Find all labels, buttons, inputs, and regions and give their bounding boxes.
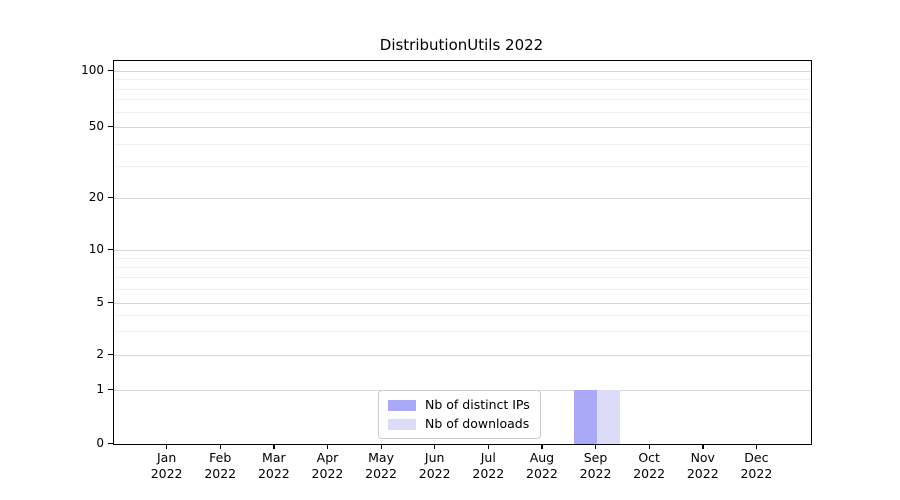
bar-sep-2022-downloads — [596, 390, 620, 444]
gridline-y-4 — [114, 315, 811, 317]
legend-label: Nb of downloads — [425, 416, 530, 431]
y-tick-label-10: 10 — [88, 242, 104, 256]
x-tick-mark-apr — [326, 444, 329, 449]
gridline-y-10 — [114, 249, 811, 251]
y-tick-mark-10 — [108, 249, 113, 251]
gridline-y-80 — [114, 88, 811, 90]
x-tick-label-jan: Jan 2022 — [150, 450, 183, 481]
gridline-y-100 — [114, 70, 811, 72]
gridline-y-8 — [114, 266, 811, 268]
gridline-y-9 — [114, 257, 811, 259]
x-tick-mark-aug — [541, 444, 543, 449]
x-tick-mark-nov — [702, 444, 704, 449]
legend-swatch-icon — [388, 399, 416, 411]
gridline-y-6 — [114, 288, 811, 290]
y-tick-label-0: 0 — [96, 436, 104, 450]
x-tick-mark-sep — [595, 444, 597, 449]
gridline-y-30 — [114, 166, 811, 168]
y-tick-mark-100 — [108, 70, 113, 72]
x-tick-label-apr: Apr 2022 — [311, 450, 344, 481]
legend-row-downloads: Nb of downloads — [388, 417, 530, 431]
gridline-y-5 — [114, 302, 811, 304]
y-tick-label-20: 20 — [88, 190, 104, 204]
gridline-y-90 — [114, 79, 811, 80]
gridline-y-50 — [114, 126, 811, 128]
x-tick-label-jul: Jul 2022 — [472, 450, 505, 481]
legend-swatch-icon — [388, 418, 416, 430]
gridline-y-70 — [114, 99, 811, 101]
bar-sep-2022-distinct-ips — [573, 390, 597, 444]
x-tick-mark-jul — [487, 444, 490, 449]
x-tick-label-oct: Oct 2022 — [633, 450, 666, 481]
y-tick-label-5: 5 — [96, 295, 104, 309]
gridline-y-7 — [114, 276, 811, 278]
gridline-y-20 — [114, 197, 811, 199]
gridline-y-2 — [114, 354, 811, 356]
gridline-y-40 — [114, 143, 811, 145]
x-tick-mark-jun — [434, 444, 436, 449]
y-tick-label-50: 50 — [88, 119, 104, 133]
x-tick-mark-dec — [755, 444, 758, 449]
y-tick-label-1: 1 — [96, 382, 104, 396]
plot-area: Nb of distinct IPs Nb of downloads — [113, 60, 812, 445]
x-tick-mark-may — [380, 444, 382, 449]
legend-row-distinct-ips: Nb of distinct IPs — [388, 398, 530, 412]
x-tick-label-may: May 2022 — [365, 450, 397, 481]
gridline-y-3 — [114, 331, 811, 333]
x-tick-label-sep: Sep 2022 — [579, 450, 612, 481]
x-tick-label-dec: Dec 2022 — [740, 450, 773, 481]
y-tick-mark-2 — [108, 354, 113, 356]
legend-label: Nb of distinct IPs — [425, 397, 530, 412]
x-tick-mark-mar — [273, 444, 275, 449]
x-tick-label-aug: Aug 2022 — [526, 450, 558, 481]
x-tick-label-mar: Mar 2022 — [257, 450, 290, 481]
x-tick-mark-feb — [219, 444, 222, 449]
chart-title: DistributionUtils 2022 — [379, 36, 544, 54]
legend: Nb of distinct IPs Nb of downloads — [378, 390, 541, 439]
y-tick-mark-0 — [108, 443, 113, 445]
y-tick-mark-50 — [108, 126, 113, 128]
x-tick-label-nov: Nov 2022 — [686, 450, 719, 481]
x-tick-mark-jan — [166, 444, 168, 449]
x-tick-label-jun: Jun 2022 — [418, 450, 451, 481]
y-tick-label-2: 2 — [96, 347, 104, 361]
y-tick-mark-20 — [108, 197, 113, 199]
y-tick-label-100: 100 — [81, 63, 104, 77]
x-tick-label-feb: Feb 2022 — [204, 450, 237, 481]
gridline-y-60 — [114, 111, 811, 113]
x-tick-mark-oct — [648, 444, 650, 449]
y-tick-mark-5 — [108, 302, 113, 304]
y-tick-mark-1 — [108, 389, 113, 391]
